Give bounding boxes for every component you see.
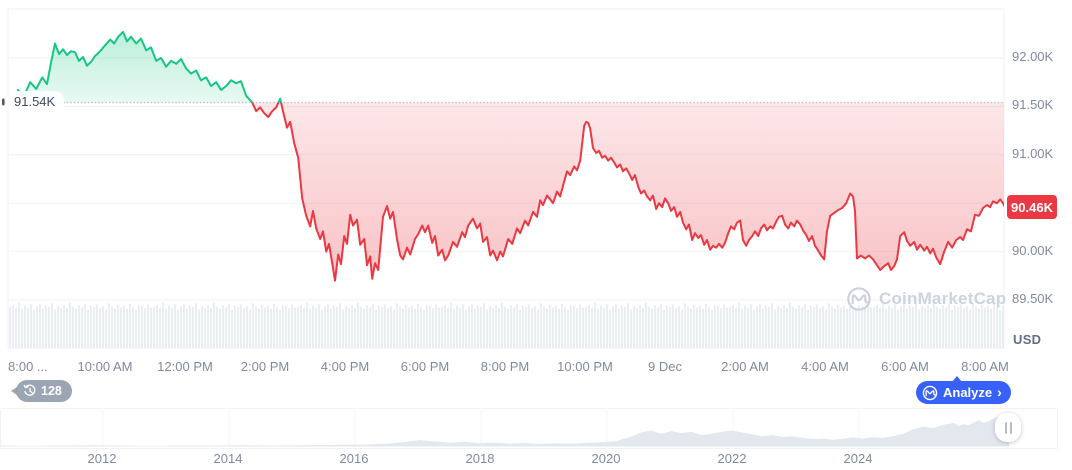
x-axis-tick: 10:00 AM — [77, 359, 133, 374]
price-chart-canvas[interactable] — [0, 0, 1072, 352]
history-count: 128 — [41, 384, 62, 398]
y-axis-tick: 91.50K — [1012, 97, 1054, 112]
current-price-badge: 90.46K — [1007, 195, 1057, 219]
tooltip-tail — [952, 376, 962, 382]
history-count-badge[interactable]: 128 — [11, 380, 72, 402]
currency-unit-label: USD — [1013, 332, 1042, 347]
analyze-label: Analyze — [943, 385, 993, 400]
x-axis-tick: 9 Dec — [648, 359, 682, 374]
x-axis-tick: 8:00 ... — [8, 359, 48, 374]
timeline-year-tick: 2016 — [339, 451, 369, 466]
y-axis-tick: 89.50K — [1012, 291, 1054, 306]
history-clock-icon — [23, 384, 36, 396]
analyze-button[interactable]: Analyze › — [916, 376, 1011, 404]
timeline-year-tick: 2020 — [591, 451, 621, 466]
timeline-minimap[interactable] — [0, 408, 1058, 449]
timeline-year-tick: 2012 — [87, 451, 117, 466]
y-axis-tick: 91.00K — [1012, 146, 1054, 161]
y-axis-tick: 90.00K — [1012, 243, 1054, 258]
x-axis-tick: 6:00 PM — [400, 359, 450, 374]
x-axis-tick: 2:00 PM — [240, 359, 290, 374]
timeline-year-tick: 2018 — [465, 451, 495, 466]
x-axis-tick: 4:00 AM — [801, 359, 849, 374]
x-axis-tick: 8:00 AM — [961, 359, 1009, 374]
coinmarketcap-logo-icon — [922, 385, 938, 400]
x-axis-tick: 4:00 PM — [320, 359, 370, 374]
x-axis-tick: 8:00 PM — [480, 359, 530, 374]
baseline-price-label: 91.54K — [7, 91, 65, 113]
coinmarketcap-logo-icon — [847, 287, 871, 311]
timeline-year-tick: 2014 — [213, 451, 243, 466]
x-axis-tick: 6:00 AM — [881, 359, 929, 374]
watermark: CoinMarketCap — [846, 286, 1006, 312]
timeline-year-tick: 2024 — [843, 451, 873, 466]
x-axis-tick: 2:00 AM — [721, 359, 769, 374]
watermark-text: CoinMarketCap — [879, 289, 1007, 308]
y-axis-tick: 92.00K — [1012, 49, 1054, 64]
x-axis-tick: 12:00 PM — [157, 359, 213, 374]
x-axis-tick: 10:00 PM — [557, 359, 613, 374]
timeline-handle[interactable] — [995, 413, 1021, 442]
chevron-right-icon: › — [997, 384, 1002, 400]
x-axis: 8:00 ... 10:00 AM 12:00 PM 2:00 PM 4:00 PM 6:… — [0, 359, 1072, 375]
timeline-years: 2012 2014 2016 2018 2020 2022 2024 — [0, 451, 1058, 467]
timeline-year-tick: 2022 — [717, 451, 747, 466]
